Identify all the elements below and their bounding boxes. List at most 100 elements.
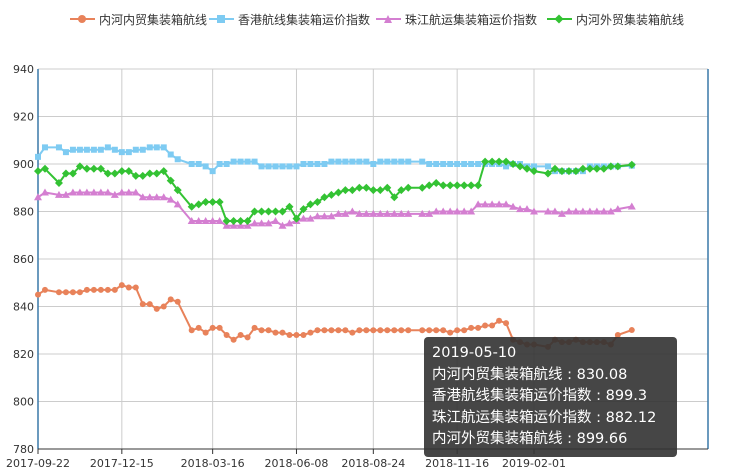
data-point [313, 212, 322, 220]
data-point [613, 162, 622, 171]
data-point [153, 144, 160, 151]
legend-item-series-3[interactable]: 珠江航运集装箱运价指数 [376, 8, 537, 30]
data-point [215, 198, 224, 206]
data-point [474, 181, 483, 190]
data-point [488, 157, 497, 166]
data-point [117, 188, 126, 196]
data-point [250, 219, 259, 227]
data-point [104, 144, 111, 151]
data-point [509, 202, 518, 210]
data-point [398, 158, 405, 165]
data-point [216, 161, 223, 167]
data-point [89, 164, 98, 173]
data-point [35, 153, 41, 160]
data-point [432, 207, 441, 215]
data-point [390, 209, 399, 217]
triangle-marker-icon [376, 12, 401, 26]
data-point [446, 207, 455, 215]
data-point [97, 146, 104, 153]
data-point [146, 301, 153, 308]
y-tick-label: 820 [13, 348, 34, 361]
data-point [83, 146, 90, 153]
data-point [35, 291, 41, 298]
legend-item-series-4[interactable]: 内河外贸集装箱航线 [547, 8, 684, 30]
data-point [348, 186, 357, 195]
data-point [285, 219, 294, 227]
legend-item-series-2[interactable]: 香港航线集装箱运价指数 [209, 8, 370, 30]
data-point [258, 163, 265, 170]
data-point [544, 163, 551, 170]
data-point [229, 221, 238, 229]
tooltip-line-1: 内河内贸集装箱航线 : 830.08 [432, 366, 628, 383]
data-point [145, 193, 154, 201]
data-point [257, 219, 266, 227]
x-tick-label: 2017-09-22 [6, 457, 70, 470]
data-point [62, 289, 69, 296]
data-point [376, 209, 385, 217]
diamond-marker-icon [547, 12, 572, 26]
data-point [306, 200, 315, 209]
data-point [159, 193, 168, 201]
data-point [348, 207, 357, 215]
data-point [138, 171, 147, 180]
data-point [152, 193, 161, 201]
data-point [447, 329, 454, 336]
y-tick-label: 940 [13, 63, 34, 76]
data-point [229, 217, 238, 225]
data-point [237, 158, 244, 165]
data-point [83, 286, 90, 293]
data-point [215, 217, 224, 224]
data-point [391, 158, 398, 165]
data-point [502, 200, 511, 208]
data-point [188, 327, 195, 334]
data-point [516, 205, 525, 213]
data-point [460, 181, 469, 190]
data-point [194, 217, 203, 224]
data-point [75, 162, 84, 171]
data-point [118, 149, 125, 156]
data-point [482, 322, 489, 329]
data-point [433, 327, 440, 334]
y-tick-label: 880 [13, 206, 34, 219]
legend-label: 香港航线集装箱运价指数 [238, 12, 371, 27]
data-point [201, 217, 210, 224]
data-point [131, 188, 140, 196]
data-point [564, 207, 573, 215]
data-point [627, 202, 636, 210]
data-point [132, 146, 139, 153]
data-point [349, 158, 356, 165]
data-point [167, 296, 174, 303]
data-point [146, 144, 153, 151]
data-point [152, 169, 161, 178]
legend-item-series-1[interactable]: 内河内贸集装箱航线 [70, 8, 207, 30]
data-point [530, 167, 538, 176]
tooltip-line-4: 内河外贸集装箱航线 : 899.66 [432, 431, 628, 447]
data-point [370, 161, 377, 167]
data-point [54, 190, 63, 198]
data-point [627, 160, 636, 169]
data-point [592, 164, 601, 173]
data-point [195, 161, 202, 167]
data-point [376, 186, 385, 195]
data-point [418, 209, 427, 217]
circle-marker-icon [70, 12, 95, 26]
data-point [174, 156, 181, 163]
data-point [90, 146, 97, 153]
data-point [286, 163, 293, 170]
data-point [363, 327, 370, 334]
data-point [307, 329, 314, 336]
data-point [299, 205, 308, 214]
data-point [349, 329, 356, 336]
data-point [278, 221, 287, 229]
data-point [356, 327, 363, 334]
data-point [82, 188, 91, 196]
data-point [166, 195, 175, 203]
data-point [103, 188, 112, 196]
tooltip-line-2: 香港航线集装箱运价指数 : 899.3 [432, 388, 648, 404]
x-tick-label: 2019-02-01 [502, 457, 566, 470]
data-point [384, 158, 391, 165]
data-point [363, 158, 370, 165]
data-point [174, 298, 181, 305]
data-point [110, 190, 119, 198]
